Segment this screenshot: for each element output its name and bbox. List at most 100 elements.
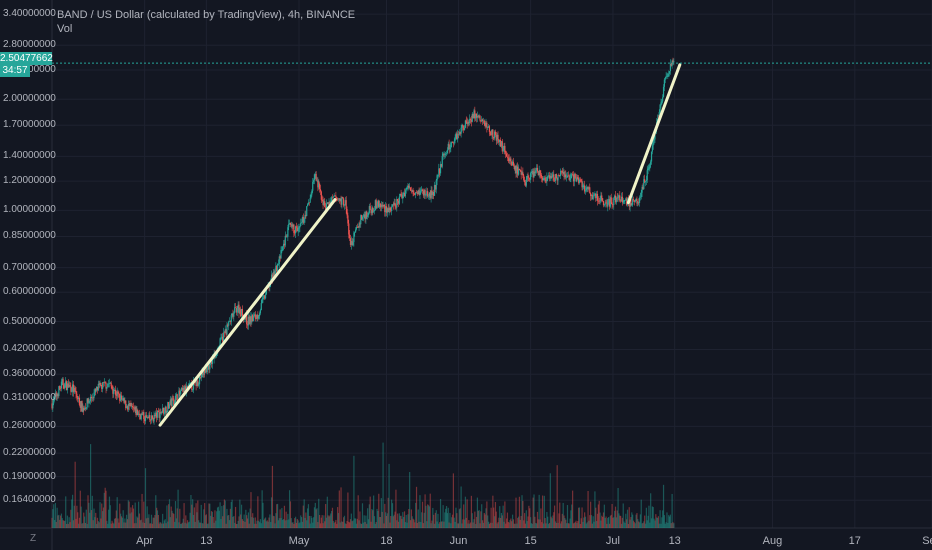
- volume-bar: [176, 508, 178, 528]
- candle-body: [553, 174, 555, 181]
- candle-body: [378, 200, 380, 208]
- volume-bar: [409, 472, 411, 528]
- candle-body: [529, 178, 531, 180]
- candle-body: [427, 195, 430, 197]
- volume-bar: [361, 523, 363, 528]
- candle-body: [419, 191, 421, 195]
- volume-bar: [630, 517, 632, 528]
- volume-bar: [531, 523, 533, 528]
- candle-body: [518, 168, 521, 171]
- candle-body: [264, 294, 267, 299]
- symbol-title[interactable]: BAND / US Dollar (calculated by TradingV…: [57, 9, 356, 21]
- volume-bar: [302, 505, 304, 528]
- candle-body: [670, 63, 672, 66]
- volume-bar: [338, 490, 340, 528]
- candle-body: [581, 181, 583, 188]
- volume-bar: [294, 518, 296, 528]
- volume-bar: [594, 491, 596, 528]
- candle-body: [432, 191, 434, 195]
- volume-bar: [346, 520, 348, 528]
- candle-body: [58, 386, 60, 397]
- volume-bar: [468, 520, 470, 528]
- candle-body: [229, 321, 232, 322]
- volume-bar: [58, 514, 60, 528]
- volume-bar: [448, 522, 450, 528]
- volume-bar: [343, 517, 345, 528]
- time-tick-label: May: [288, 535, 310, 547]
- volume-bar: [633, 522, 635, 528]
- volume-bar: [312, 517, 315, 528]
- volume-bar: [333, 523, 335, 528]
- volume-bar: [240, 504, 243, 528]
- candle-body: [440, 164, 442, 167]
- volume-bar: [82, 522, 84, 528]
- volume-bar: [76, 505, 78, 528]
- candle-body: [145, 415, 147, 418]
- candle-body: [480, 120, 482, 122]
- volume-bar: [139, 520, 141, 528]
- volume-bar: [588, 520, 590, 528]
- candle-body: [120, 395, 122, 401]
- candle-body: [469, 118, 472, 120]
- volume-bar: [543, 495, 545, 528]
- volume-bar: [520, 515, 522, 528]
- candle-body: [274, 270, 276, 278]
- candle-body: [575, 178, 577, 182]
- candle-body: [616, 197, 618, 199]
- volume-bar: [230, 502, 232, 528]
- candle-body: [638, 197, 641, 203]
- candle-body: [370, 209, 372, 214]
- candle-body: [62, 379, 64, 386]
- candle-body: [347, 215, 349, 224]
- candle-body: [619, 195, 621, 201]
- volume-bar: [415, 502, 417, 528]
- zoom-button[interactable]: Z: [30, 533, 37, 544]
- volume-bar: [335, 519, 337, 528]
- candle-body: [430, 190, 432, 198]
- volume-bar: [147, 517, 149, 528]
- candle-body: [536, 167, 539, 172]
- price-tick-label: 1.70000000: [3, 119, 56, 131]
- candle-body: [163, 412, 165, 414]
- volume-bar: [86, 523, 88, 528]
- candle-body: [96, 386, 99, 391]
- candle-body: [367, 215, 369, 217]
- volume-bar: [170, 506, 172, 528]
- candle-body: [397, 199, 399, 201]
- candle-body: [53, 396, 56, 398]
- candle-body: [607, 200, 609, 207]
- candle-body: [382, 204, 384, 207]
- candle-body: [338, 198, 340, 201]
- volume-legend[interactable]: Vol: [57, 23, 73, 35]
- candle-body: [626, 198, 628, 205]
- volume-bar: [392, 516, 394, 528]
- candle-body: [490, 134, 492, 135]
- volume-bar: [571, 504, 573, 528]
- volume-bar: [504, 501, 506, 528]
- volume-bar: [121, 517, 123, 528]
- volume-bar: [467, 523, 469, 528]
- volume-bar: [195, 503, 197, 528]
- candle-body: [316, 180, 318, 182]
- volume-bar: [217, 506, 219, 528]
- volume-bar: [93, 508, 95, 528]
- volume-bar: [403, 517, 405, 528]
- candle-body: [137, 409, 139, 416]
- candle-body: [283, 243, 286, 246]
- volume-bar: [600, 520, 602, 528]
- volume-bar: [271, 465, 274, 528]
- volume-bar: [267, 521, 269, 528]
- volume-bar: [409, 520, 412, 528]
- volume-bar: [364, 522, 366, 528]
- candle-body: [591, 194, 593, 200]
- volume-bar: [551, 518, 553, 528]
- candle-body: [637, 202, 639, 204]
- volume-bar: [547, 516, 549, 528]
- candle-body: [183, 387, 185, 393]
- candle-body: [77, 396, 79, 400]
- volume-bar: [350, 513, 352, 528]
- volume-bar: [311, 517, 313, 528]
- candle-body: [473, 110, 475, 119]
- volume-bar: [391, 499, 393, 528]
